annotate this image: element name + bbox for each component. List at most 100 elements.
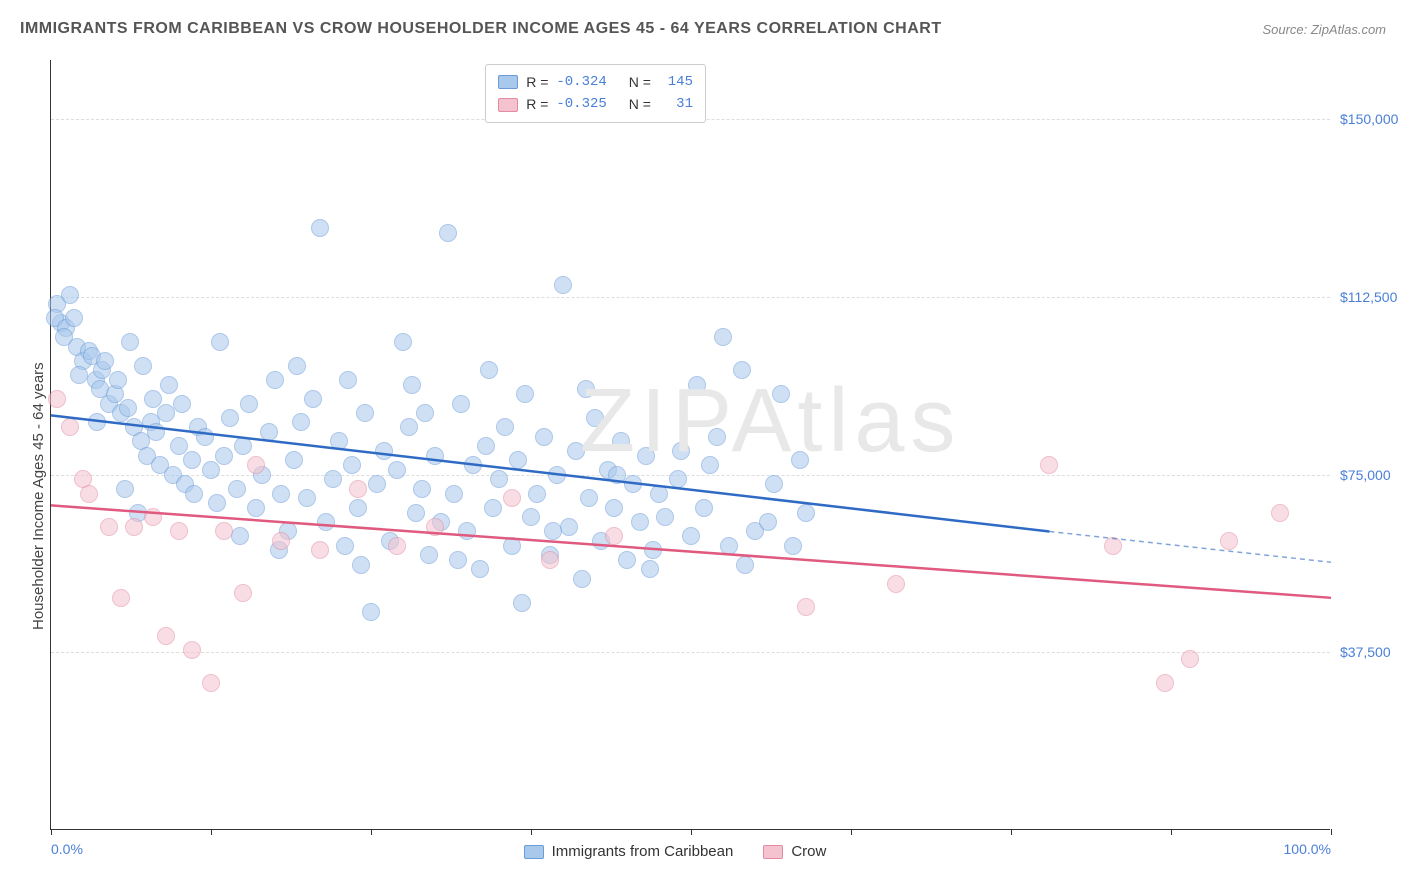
scatter-point <box>797 598 815 616</box>
scatter-point <box>641 560 659 578</box>
scatter-point <box>1040 456 1058 474</box>
legend-swatch <box>498 75 518 89</box>
scatter-point <box>1271 504 1289 522</box>
scatter-point <box>215 447 233 465</box>
legend-swatch <box>498 98 518 112</box>
scatter-point <box>260 423 278 441</box>
title-bar: IMMIGRANTS FROM CARIBBEAN VS CROW HOUSEH… <box>20 20 1386 38</box>
scatter-point <box>173 395 191 413</box>
scatter-point <box>183 451 201 469</box>
scatter-point <box>458 522 476 540</box>
scatter-point <box>573 570 591 588</box>
scatter-point <box>96 352 114 370</box>
scatter-point <box>535 428 553 446</box>
scatter-point <box>311 219 329 237</box>
scatter-point <box>449 551 467 569</box>
scatter-point <box>170 522 188 540</box>
scatter-point <box>624 475 642 493</box>
scatter-point <box>605 527 623 545</box>
gridline-h <box>51 297 1330 298</box>
scatter-point <box>413 480 431 498</box>
scatter-point <box>1181 650 1199 668</box>
scatter-point <box>65 309 83 327</box>
scatter-point <box>121 333 139 351</box>
x-tick-label: 0.0% <box>51 841 83 857</box>
scatter-point <box>144 508 162 526</box>
scatter-point <box>480 361 498 379</box>
legend-r-label: R = <box>526 93 548 115</box>
scatter-point <box>791 451 809 469</box>
scatter-point <box>336 537 354 555</box>
scatter-point <box>292 413 310 431</box>
scatter-point <box>147 423 165 441</box>
legend-n-label: N = <box>629 71 651 93</box>
legend-row: R = -0.324N = 145 <box>498 71 693 93</box>
x-tick <box>851 829 852 835</box>
source-label: Source: ZipAtlas.com <box>1262 22 1386 37</box>
scatter-point <box>202 461 220 479</box>
scatter-point <box>416 404 434 422</box>
scatter-point <box>426 447 444 465</box>
scatter-point <box>125 518 143 536</box>
x-tick <box>691 829 692 835</box>
y-tick-label: $150,000 <box>1340 111 1406 127</box>
scatter-point <box>247 456 265 474</box>
legend-n-value: 31 <box>659 93 693 115</box>
scatter-point <box>714 328 732 346</box>
scatter-point <box>231 527 249 545</box>
y-axis-title: Householder Income Ages 45 - 64 years <box>30 362 47 630</box>
scatter-point <box>298 489 316 507</box>
scatter-point <box>541 551 559 569</box>
scatter-point <box>394 333 412 351</box>
scatter-point <box>567 442 585 460</box>
scatter-point <box>631 513 649 531</box>
scatter-point <box>272 485 290 503</box>
scatter-point <box>445 485 463 503</box>
scatter-point <box>272 532 290 550</box>
legend-n-value: 145 <box>659 71 693 93</box>
scatter-point <box>608 466 626 484</box>
correlation-legend: R = -0.324N = 145R = -0.325N = 31 <box>485 64 706 123</box>
scatter-point <box>644 541 662 559</box>
scatter-point <box>1156 674 1174 692</box>
scatter-point <box>720 537 738 555</box>
scatter-point <box>388 461 406 479</box>
scatter-point <box>1104 537 1122 555</box>
scatter-point <box>266 371 284 389</box>
scatter-point <box>586 409 604 427</box>
scatter-point <box>701 456 719 474</box>
scatter-point <box>134 357 152 375</box>
scatter-point <box>324 470 342 488</box>
scatter-point <box>109 371 127 389</box>
scatter-point <box>669 470 687 488</box>
scatter-point <box>247 499 265 517</box>
scatter-point <box>682 527 700 545</box>
scatter-point <box>650 485 668 503</box>
scatter-point <box>80 485 98 503</box>
scatter-point <box>708 428 726 446</box>
scatter-point <box>695 499 713 517</box>
scatter-point <box>688 376 706 394</box>
scatter-point <box>544 522 562 540</box>
scatter-point <box>368 475 386 493</box>
scatter-point <box>484 499 502 517</box>
scatter-point <box>196 428 214 446</box>
x-tick <box>1011 829 1012 835</box>
scatter-point <box>765 475 783 493</box>
scatter-point <box>672 442 690 460</box>
scatter-point <box>554 276 572 294</box>
legend-r-label: R = <box>526 71 548 93</box>
scatter-point <box>202 674 220 692</box>
scatter-point <box>736 556 754 574</box>
scatter-point <box>211 333 229 351</box>
scatter-point <box>784 537 802 555</box>
scatter-point <box>759 513 777 531</box>
trend-line-extension <box>1049 531 1331 562</box>
chart-plot-area: $37,500$75,000$112,500$150,0000.0%100.0% <box>50 60 1330 830</box>
gridline-h <box>51 652 1330 653</box>
scatter-point <box>637 447 655 465</box>
scatter-point <box>228 480 246 498</box>
scatter-point <box>317 513 335 531</box>
scatter-point <box>330 432 348 450</box>
scatter-point <box>61 418 79 436</box>
